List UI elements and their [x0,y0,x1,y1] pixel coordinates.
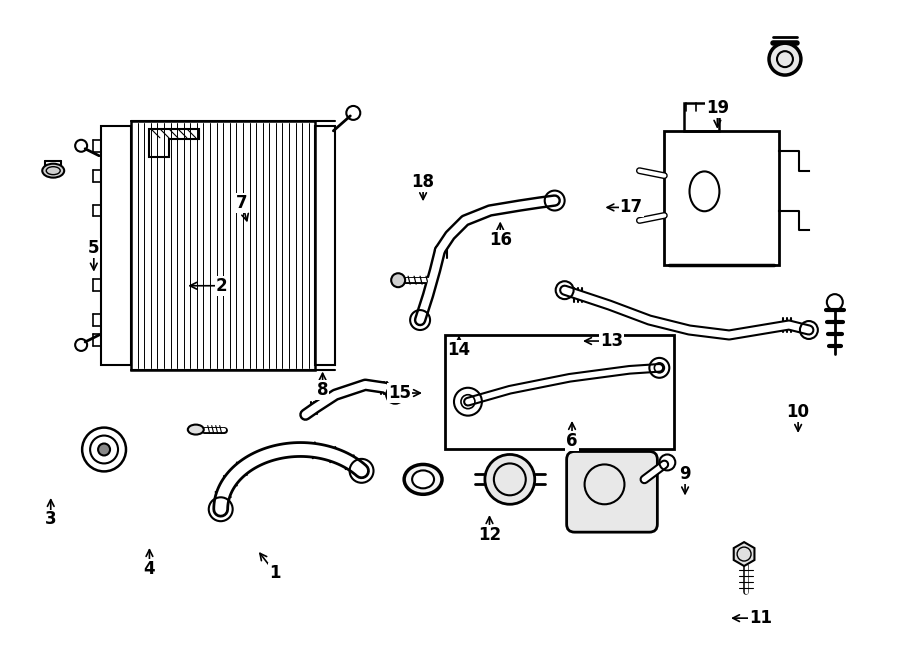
Text: 7: 7 [236,194,248,212]
Circle shape [769,43,801,75]
Text: 17: 17 [620,198,643,216]
Bar [664,131,779,265]
Text: 11: 11 [749,609,772,627]
Text: 14: 14 [447,341,471,359]
Circle shape [485,455,535,504]
Text: 6: 6 [566,432,578,450]
Bar [315,126,336,365]
Text: 10: 10 [787,403,810,421]
Text: 18: 18 [411,173,435,192]
Text: 16: 16 [489,231,512,249]
Text: 19: 19 [706,99,729,117]
Polygon shape [734,542,754,566]
Circle shape [98,444,110,455]
Ellipse shape [404,465,442,494]
Ellipse shape [412,471,434,488]
Text: 13: 13 [600,332,623,350]
Ellipse shape [188,424,203,434]
Text: 5: 5 [88,239,100,257]
Text: 2: 2 [215,277,227,295]
Text: 3: 3 [45,510,57,528]
Text: 4: 4 [144,560,155,578]
Circle shape [392,273,405,287]
Text: 15: 15 [388,384,411,402]
Bar [131,121,315,370]
FancyBboxPatch shape [567,451,657,532]
Ellipse shape [42,164,64,178]
Text: 8: 8 [317,381,328,399]
Text: 9: 9 [680,465,691,483]
Text: 12: 12 [478,525,501,543]
Bar [101,126,131,365]
Bar [684,103,719,131]
Bar [445,335,674,449]
Text: 1: 1 [269,564,281,582]
